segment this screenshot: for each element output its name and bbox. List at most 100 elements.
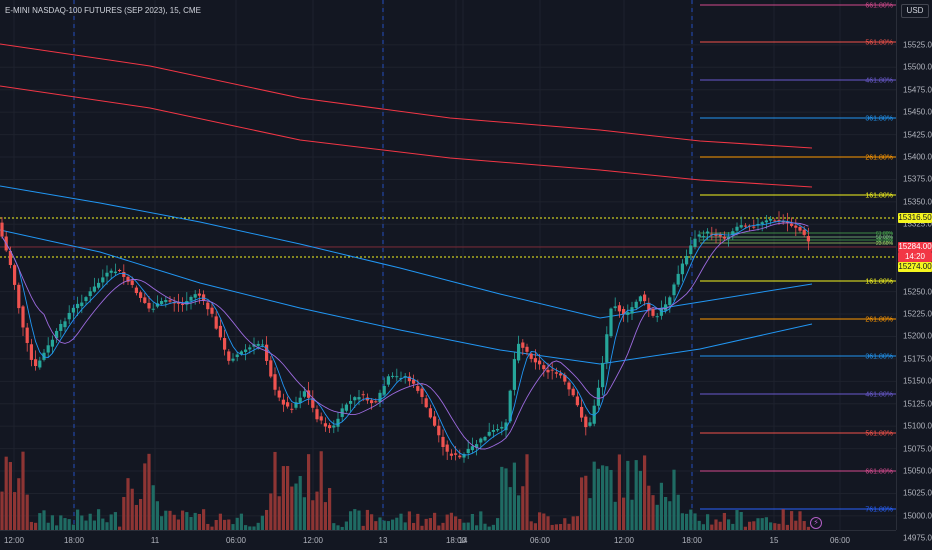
lightning-icon[interactable]: ⚡: [810, 517, 822, 529]
candle-body: [139, 292, 143, 298]
candle-body: [109, 270, 113, 273]
candle-body: [550, 369, 554, 371]
candle-body: [416, 386, 420, 391]
candle-body: [701, 236, 705, 238]
volume-bar: [701, 524, 705, 530]
volume-bar: [336, 525, 340, 530]
candle-body: [470, 446, 474, 451]
candle-body: [785, 221, 789, 224]
chart-title: E-MINI NASDAQ-100 FUTURES (SEP 2023), 15…: [5, 6, 201, 15]
time-tick-label: 06:00: [529, 536, 551, 545]
volume-bar: [0, 491, 4, 530]
moving-average-blue-2: [0, 229, 813, 365]
volume-bar: [760, 518, 764, 530]
candle-body: [122, 271, 126, 277]
moving-average-slow: [1, 222, 809, 450]
candle-body: [777, 219, 781, 221]
candle-body: [487, 431, 491, 436]
candle-body: [84, 297, 88, 302]
candle-body: [118, 270, 122, 272]
candle-body: [500, 426, 504, 429]
volume-bar: [613, 501, 617, 530]
volume-bar: [647, 485, 651, 530]
candle-body: [655, 316, 659, 318]
candle-body: [34, 359, 38, 367]
fib-label-lower: 261.80%: [865, 317, 893, 324]
candle-body: [349, 400, 353, 404]
candle-body: [508, 390, 512, 422]
candle-body: [424, 398, 428, 408]
volume-bar: [84, 520, 88, 530]
moving-average-fast: [1, 220, 809, 456]
candle-body: [17, 284, 21, 309]
volume-bar: [378, 517, 382, 530]
volume-bar: [676, 494, 680, 530]
candle-body: [189, 296, 193, 301]
candle-body: [689, 245, 693, 255]
volume-bar: [302, 497, 306, 530]
volume-bar: [172, 514, 176, 530]
candle-body: [395, 376, 399, 378]
volume-bar: [584, 475, 588, 530]
candle-body: [764, 220, 768, 223]
price-tick-label: 15225.00: [903, 309, 932, 319]
volume-bar: [92, 520, 96, 530]
price-tick-label: 15450.00: [903, 107, 932, 117]
fib-label-upper: 561.80%: [865, 40, 893, 47]
volume-bar: [252, 526, 256, 530]
candle-body: [8, 250, 12, 266]
volume-bar: [575, 516, 579, 530]
time-axis[interactable]: 12:00 18:00 11 06:00 12:00 13 18:00 14 06:00 12:0…: [0, 530, 896, 550]
fib-label-lower: 761.80%: [865, 507, 893, 514]
candle-body: [479, 438, 483, 443]
candle-body: [105, 272, 109, 277]
volume-bar: [659, 482, 663, 530]
volume-bar: [785, 524, 789, 530]
volume-bar: [416, 513, 420, 530]
candle-body: [218, 325, 222, 338]
candle-body: [521, 342, 525, 348]
volume-bar: [382, 520, 386, 530]
candle-body: [802, 229, 806, 235]
volume-bar: [630, 499, 634, 530]
price-tick-label: 15175.00: [903, 354, 932, 364]
volume-bar: [638, 470, 642, 530]
volume-bar: [714, 519, 718, 530]
candle-body: [441, 436, 445, 448]
volume-bar: [634, 460, 638, 530]
candle-body: [353, 397, 357, 401]
volume-bar: [483, 523, 487, 530]
candle-body: [25, 327, 29, 343]
volume-bar: [680, 513, 684, 530]
volume-bar: [185, 512, 189, 530]
candle-body: [525, 346, 529, 352]
candle-body: [151, 308, 155, 310]
candle-body: [668, 297, 672, 306]
volume-bar: [365, 509, 369, 530]
candle-body: [462, 454, 466, 458]
candle-body: [55, 330, 59, 339]
candle-body: [433, 416, 437, 426]
volume-bar: [307, 454, 311, 530]
volume-bar: [727, 519, 731, 530]
volume-bar: [412, 522, 416, 530]
volume-bar: [685, 513, 689, 530]
volume-bar: [521, 486, 525, 530]
candle-body: [244, 349, 248, 352]
candle-body: [714, 233, 718, 236]
candle-body: [475, 444, 479, 448]
volume-bar: [718, 521, 722, 530]
candle-body: [344, 404, 348, 411]
candle-body: [302, 391, 306, 397]
candle-body: [42, 352, 46, 360]
candle-body: [319, 416, 323, 421]
price-tick-label: 15125.00: [903, 399, 932, 409]
volume-bar: [601, 465, 605, 530]
volume-bar: [668, 501, 672, 530]
candle-body: [626, 312, 630, 315]
price-chart[interactable]: 661.80% 561.80% 461.80% 361.80% 261.80% 161.8…: [0, 0, 896, 530]
price-tick-label: 15100.00: [903, 421, 932, 431]
candle-body: [269, 360, 273, 377]
currency-button[interactable]: USD: [901, 4, 929, 18]
